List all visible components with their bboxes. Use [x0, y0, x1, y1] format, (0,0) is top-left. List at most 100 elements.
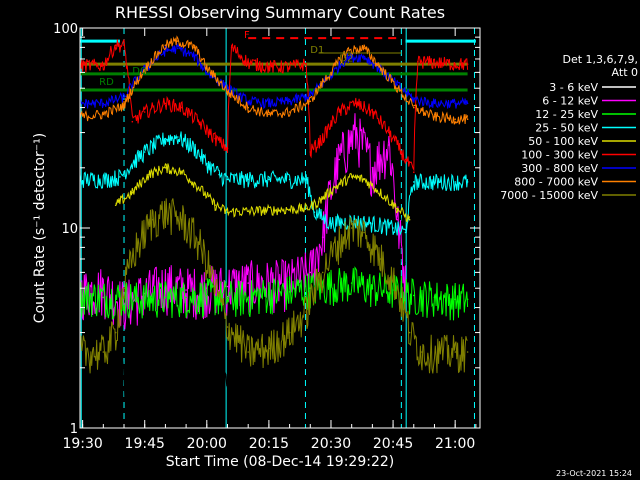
legend-header-1: Att 0: [612, 66, 638, 79]
series-5-point-12: [247, 62, 249, 64]
series-5-point-16: [309, 151, 312, 153]
series-8-point-24: [466, 351, 469, 353]
series-8-point-19: [379, 258, 382, 260]
series-5-point-22: [404, 158, 407, 161]
series-5-point-18: [338, 111, 341, 113]
series-8-point-14: [305, 311, 307, 313]
series-1-point-8: [247, 282, 249, 284]
series-3-point-8: [206, 162, 208, 165]
series-6-point-5: [177, 47, 179, 50]
series-0-point-15: [367, 158, 370, 161]
series-4-point-6: [214, 204, 216, 206]
series-0-point-3: [164, 347, 167, 350]
series-7-point-8: [226, 91, 229, 93]
series-2-point-4: [164, 296, 167, 299]
series-3-point-7: [193, 147, 196, 150]
series-2-point-18: [454, 298, 457, 301]
series-4-point-3: [164, 167, 167, 169]
series-6-point-6: [193, 55, 196, 58]
series-7-point-11: [288, 111, 291, 113]
series-3-point-23: [466, 181, 469, 183]
x-axis-label: Start Time (08-Dec-14 19:29:22): [166, 454, 394, 470]
series-3-point-15: [313, 211, 316, 213]
series-5-point-3: [123, 44, 125, 46]
series-6-point-10: [268, 102, 270, 105]
series-2-point-1: [102, 296, 105, 299]
series-8-point-1: [102, 351, 105, 353]
y-axis-label: Count Rate (s⁻¹ detector⁻¹): [32, 133, 48, 323]
series-8-point-20: [396, 287, 399, 290]
series-5-point-4: [131, 120, 134, 123]
series-8-point-2: [114, 331, 117, 334]
footer-date: 23-Oct-2021 15:24: [556, 469, 632, 478]
legend-label-1: 6 - 12 keV: [542, 95, 598, 108]
series-8-point-11: [247, 351, 249, 353]
series-1-point-13: [338, 158, 341, 161]
series-3-point-21: [413, 181, 415, 183]
series-4-point-12: [363, 178, 365, 181]
series-6-point-14: [346, 56, 349, 59]
series-8-point-13: [288, 331, 291, 334]
series-4-point-7: [226, 211, 229, 213]
series-7-point-3: [143, 68, 146, 71]
series-4-point-8: [305, 207, 307, 210]
series-line-4: [115, 163, 411, 223]
series-4-point-14: [396, 207, 399, 210]
series-6-point-19: [433, 102, 436, 105]
series-5-point-6: [164, 102, 167, 105]
series-line-0: [119, 120, 406, 417]
series-5-point-19: [355, 102, 357, 105]
series-5-point-2: [114, 44, 117, 46]
series-5-point-8: [197, 120, 200, 123]
series-line-7: [80, 35, 469, 125]
series-0-point-1: [131, 398, 134, 400]
series-5-point-7: [181, 106, 183, 109]
series-4-point-9: [317, 201, 320, 203]
series-3-point-13: [288, 178, 291, 181]
series-2-point-14: [371, 287, 374, 290]
series-1-point-7: [226, 285, 229, 288]
series-8-point-15: [321, 271, 324, 274]
series-1-point-2: [123, 302, 125, 305]
plot-area: F D1 D2 D0 RD: [80, 28, 476, 428]
series-7-point-2: [123, 104, 125, 107]
series-5-point-5: [143, 111, 146, 113]
legend-header-0: Det 1,3,6,7,9,: [562, 53, 638, 66]
series-0-point-6: [226, 386, 229, 389]
series-8-point-21: [408, 331, 411, 334]
series-4-point-1: [131, 192, 134, 194]
series-7-point-18: [413, 106, 415, 109]
series-0-point-4: [185, 331, 187, 334]
series-4-point-5: [197, 186, 200, 188]
series-7-point-12: [309, 100, 312, 103]
series-5-point-1: [102, 64, 105, 67]
x-tick-label-0: 19:30: [62, 436, 102, 452]
series-0-point-17: [388, 147, 390, 150]
series-8-point-6: [164, 211, 167, 213]
y-tick-label-2: 100: [53, 22, 78, 37]
series-5-point-14: [288, 66, 291, 68]
series-8-point-8: [197, 241, 200, 243]
series-5-point-11: [230, 46, 233, 49]
series-0-point-16: [379, 211, 382, 213]
series-7-point-17: [396, 87, 399, 89]
series-8-point-17: [350, 227, 353, 229]
series-5-point-23: [413, 171, 415, 173]
legend-label-3: 25 - 50 keV: [535, 122, 598, 135]
series-7-point-14: [346, 49, 349, 52]
series-2-point-8: [247, 296, 249, 299]
annotation-1: D1: [310, 45, 324, 56]
y-tick-label-1: 10: [61, 222, 78, 237]
series-5-point-13: [268, 66, 270, 68]
annotation-4: RD: [99, 77, 114, 88]
series-2-point-10: [288, 291, 291, 293]
series-6-point-12: [309, 94, 312, 97]
series-6-point-4: [164, 49, 167, 52]
series-7-point-1: [102, 113, 105, 116]
series-7-point-5: [177, 40, 179, 42]
series-8-point-23: [454, 351, 457, 353]
series-7-point-19: [433, 115, 436, 118]
series-2-point-16: [413, 294, 415, 297]
series-2-point-3: [143, 298, 146, 301]
